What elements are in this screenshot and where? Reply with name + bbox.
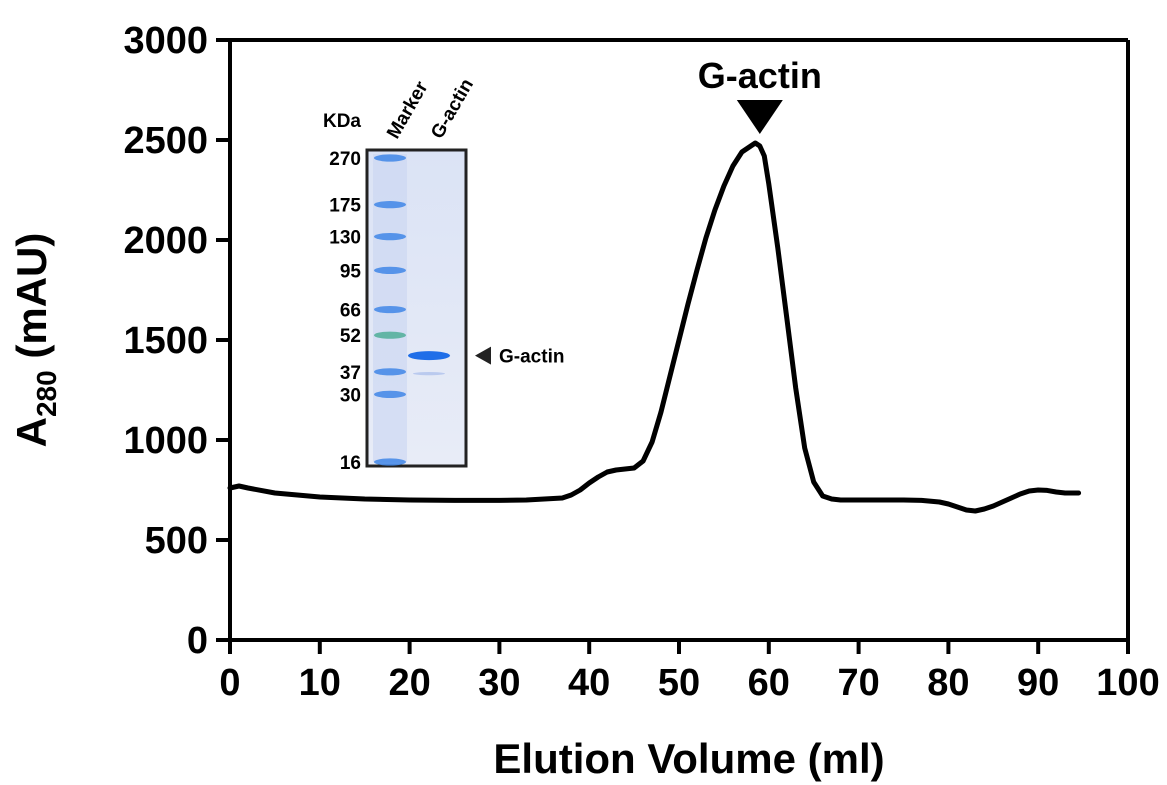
axes: 0 10 20 30 40 50 60 70 80 90 100050010001500200025…	[8, 20, 1160, 782]
lane-label-marker: Marker	[383, 78, 433, 143]
y-tick-label: 2500	[123, 120, 208, 162]
series-line	[227, 140, 1082, 514]
marker-band	[374, 368, 406, 376]
y-tick-label: 1000	[123, 420, 208, 462]
y-axis-title-subscript: 280	[31, 370, 62, 417]
marker-band	[374, 390, 406, 398]
band-pointer-icon	[475, 346, 491, 365]
y-axis-title-unit: (mAU)	[8, 233, 55, 371]
marker-kda-label: 95	[340, 261, 362, 282]
x-tick-label: 100	[1096, 662, 1159, 704]
marker-kda-label: 175	[329, 196, 361, 217]
marker-kda-label: 270	[329, 149, 361, 170]
plot-area	[227, 140, 1082, 514]
marker-kda-label: 52	[340, 326, 361, 347]
y-tick-label: 500	[145, 520, 208, 562]
lane-label-sample: G-actin	[427, 75, 478, 142]
marker-band	[374, 201, 406, 209]
marker-kda-label: 30	[340, 385, 361, 406]
peak-label: G-actin	[698, 55, 822, 96]
faint-band	[413, 372, 445, 376]
marker-kda-label: 130	[329, 228, 361, 249]
marker-kda-label: 37	[340, 363, 361, 384]
y-axis-title-main: A	[8, 417, 55, 447]
peak-annotation: G-actin	[698, 55, 822, 134]
marker-band	[374, 305, 406, 314]
g-actin-band	[408, 351, 450, 361]
kda-header: KDa	[323, 111, 361, 132]
y-tick-label: 1500	[123, 320, 208, 362]
peak-arrow-icon	[736, 100, 783, 134]
y-tick-label: 2000	[123, 220, 208, 262]
x-tick-label: 60	[748, 662, 790, 704]
marker-band	[374, 266, 406, 274]
marker-band	[374, 331, 406, 339]
marker-kda-label: 16	[340, 453, 361, 474]
x-tick-label: 80	[927, 662, 969, 704]
x-tick-label: 70	[837, 662, 879, 704]
marker-kda-label: 66	[340, 301, 361, 322]
x-tick-label: 0	[219, 662, 240, 704]
y-tick-label: 0	[187, 620, 208, 662]
x-tick-label: 90	[1017, 662, 1059, 704]
marker-band	[374, 458, 406, 466]
x-tick-label: 50	[658, 662, 700, 704]
marker-band	[374, 154, 406, 162]
band-label: G-actin	[499, 347, 564, 368]
y-axis-title: A280 (mAU)	[8, 233, 62, 448]
x-axis-title: Elution Volume (ml)	[493, 735, 884, 782]
y-tick-label: 3000	[123, 20, 208, 62]
x-tick-label: 10	[299, 662, 341, 704]
x-tick-label: 20	[388, 662, 430, 704]
x-tick-label: 30	[478, 662, 520, 704]
marker-band	[374, 233, 406, 241]
x-tick-label: 40	[568, 662, 610, 704]
